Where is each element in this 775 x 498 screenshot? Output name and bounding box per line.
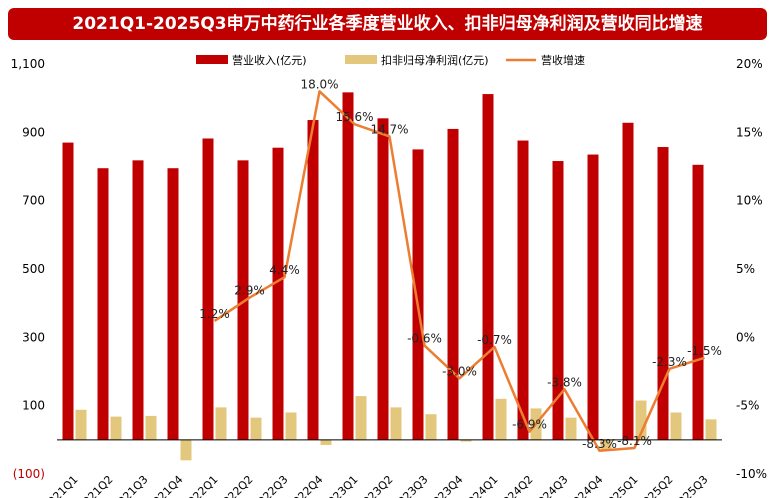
revenue-bar	[517, 140, 529, 440]
category-label: 2021Q1	[41, 473, 81, 498]
category-label: 2022Q3	[251, 473, 291, 498]
left-axis-tick-label: 500	[22, 262, 45, 276]
revenue-bar	[482, 94, 494, 440]
growth-data-label: -3.8%	[547, 375, 582, 389]
revenue-bar	[132, 160, 144, 440]
growth-data-label: -8.3%	[582, 437, 617, 451]
right-axis-tick-label: 0%	[736, 330, 755, 344]
left-axis-tick-label: 900	[22, 125, 45, 139]
category-label: 2022Q4	[286, 473, 326, 498]
revenue-bar	[272, 147, 284, 440]
profit-bar	[320, 439, 332, 445]
profit-bar	[670, 412, 682, 440]
revenue-bar	[97, 168, 109, 440]
growth-data-label: -3.0%	[442, 364, 477, 378]
left-axis-tick-label: 100	[22, 399, 45, 413]
growth-data-label: -8.1%	[617, 434, 652, 448]
profit-bar	[180, 439, 192, 461]
profit-bar	[565, 417, 577, 440]
growth-data-label: 14.7%	[370, 122, 408, 136]
profit-bar	[390, 407, 402, 440]
right-axis-tick-label: 5%	[736, 262, 755, 276]
growth-data-label: -2.3%	[652, 355, 687, 369]
revenue-bar	[377, 118, 389, 440]
growth-data-label: -1.5%	[687, 344, 722, 358]
profit-bar	[355, 396, 367, 440]
revenue-bar	[342, 92, 354, 440]
revenue-bar	[167, 168, 179, 440]
left-axis-tick-label: 700	[22, 194, 45, 208]
profit-bar	[110, 416, 122, 440]
left-axis-tick-label: 1,100	[11, 57, 45, 71]
left-axis-tick-label: 300	[22, 330, 45, 344]
legend: 营业收入(亿元) 扣非归母净利润(亿元) 营收增速	[196, 53, 585, 67]
legend-label-revenue: 营业收入(亿元)	[232, 53, 307, 67]
profit-bar	[705, 419, 717, 440]
revenue-bar	[692, 164, 704, 440]
revenue-bar	[237, 160, 249, 440]
category-label: 2024Q3	[531, 473, 571, 498]
growth-data-label: -0.6%	[407, 332, 442, 346]
category-label: 2025Q3	[671, 473, 711, 498]
category-label: 2021Q3	[111, 473, 151, 498]
growth-line-layer: 1.2% 2.9% 4.4% 18.0% 15.6%14.7% -0.6% -3.0% -0.…	[199, 77, 722, 453]
profit-bar	[285, 412, 297, 440]
legend-swatch-profit	[345, 55, 377, 64]
chart-title: 2021Q1-2025Q3申万中药行业各季度营业收入、扣非归母净利润及营收同比增…	[72, 14, 703, 34]
legend-label-growth: 营收增速	[541, 53, 585, 67]
revenue-bar	[412, 149, 424, 440]
category-label: 2024Q1	[461, 473, 501, 498]
category-label: 2021Q4	[146, 473, 186, 498]
revenue-bar	[62, 142, 74, 440]
category-label: 2025Q2	[636, 473, 676, 498]
right-axis-tick-label: 15%	[736, 125, 763, 139]
profit-bar	[495, 398, 507, 440]
category-label: 2023Q3	[391, 473, 431, 498]
category-label: 2021Q2	[76, 473, 116, 498]
legend-label-profit: 扣非归母净利润(亿元)	[381, 53, 489, 67]
profit-bar	[145, 415, 157, 440]
growth-data-label: -0.7%	[477, 333, 512, 347]
growth-data-label: 18.0%	[300, 77, 338, 91]
profit-bar	[460, 439, 472, 442]
chart-title-bar: 2021Q1-2025Q3申万中药行业各季度营业收入、扣非归母净利润及营收同比增…	[8, 8, 767, 40]
category-label: 2023Q1	[321, 473, 361, 498]
growth-data-label: 4.4%	[269, 263, 300, 277]
right-axis-tick-label: 10%	[736, 194, 763, 208]
profit-bar	[215, 407, 227, 440]
category-label: 2024Q4	[566, 473, 606, 498]
profit-bar	[635, 400, 647, 440]
revenue-bar	[447, 128, 459, 440]
category-label: 2023Q4	[426, 473, 466, 498]
profit-bar	[75, 409, 87, 440]
right-axis-tick-label: -5%	[736, 399, 759, 413]
left-axis-tick-label: (100)	[13, 467, 45, 481]
growth-data-label: 2.9%	[234, 284, 265, 298]
growth-data-label: 15.6%	[335, 110, 373, 124]
right-axis-tick-label: 20%	[736, 57, 763, 71]
category-label: 2023Q2	[356, 473, 396, 498]
category-label: 2022Q2	[216, 473, 256, 498]
revenue-bar	[622, 122, 634, 440]
right-axis-tick-label: -10%	[736, 467, 767, 481]
category-label: 2025Q1	[601, 473, 641, 498]
profit-bar	[425, 414, 437, 440]
growth-data-label: -6.9%	[512, 418, 547, 432]
legend-swatch-revenue	[196, 55, 228, 64]
revenue-bar	[657, 147, 669, 440]
revenue-bar	[552, 161, 564, 440]
profit-bar	[600, 439, 612, 451]
profit-bar	[250, 417, 262, 440]
revenue-bar	[307, 120, 319, 440]
category-label: 2022Q1	[181, 473, 221, 498]
growth-line	[213, 90, 705, 453]
revenue-bar	[202, 138, 214, 440]
growth-data-label: 1.2%	[199, 307, 230, 321]
bars-layer	[62, 92, 717, 461]
revenue-bar	[587, 154, 599, 440]
category-label: 2024Q2	[496, 473, 536, 498]
